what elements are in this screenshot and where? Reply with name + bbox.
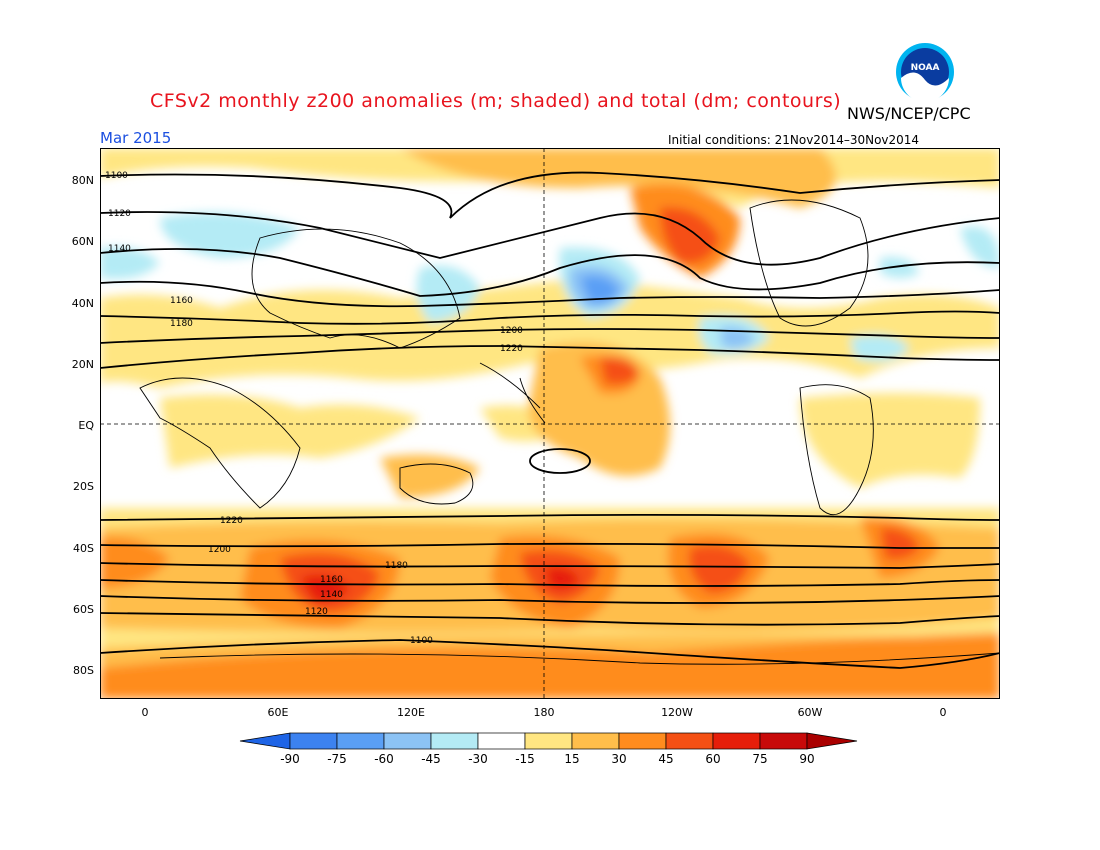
lat-label: 20N: [71, 358, 94, 371]
colorbar-swatch: [618, 732, 667, 750]
lon-label: 0: [141, 706, 149, 719]
lat-label: EQ: [78, 419, 94, 432]
lat-label: 60S: [73, 603, 94, 616]
colorbar-tick-label: -90: [280, 752, 300, 766]
colorbar-tick-label: -45: [421, 752, 441, 766]
colorbar: [239, 732, 858, 750]
anomaly-map: 1100 1120 1140 1160 1180 1200 1220 1220 …: [100, 148, 1000, 699]
colorbar-tick-label: 75: [752, 752, 768, 766]
colorbar-tick-label: -75: [327, 752, 347, 766]
initial-conditions: Initial conditions: 21Nov2014–30Nov2014: [668, 133, 920, 147]
colorbar-swatch: [289, 732, 338, 750]
colorbar-cells: [239, 732, 858, 750]
lon-label: 60E: [267, 706, 289, 719]
colorbar-tick-label: -60: [374, 752, 394, 766]
contour-label: 1200: [500, 326, 523, 336]
height-contours: [100, 171, 1000, 669]
anomaly-shading: [100, 148, 1000, 699]
colorbar-tick-label: 45: [658, 752, 674, 766]
contour-label: 1180: [170, 319, 193, 329]
lat-label: 80S: [73, 664, 94, 677]
lat-label: 40N: [71, 297, 94, 310]
forecast-month: Mar 2015: [100, 129, 172, 147]
lon-label: 120E: [397, 706, 425, 719]
lat-label: 80N: [71, 174, 94, 187]
colorbar-swatch: [524, 732, 573, 750]
contour-label: 1160: [320, 575, 343, 585]
contour-label: 1100: [410, 636, 433, 646]
contour-label: 1200: [208, 545, 231, 555]
lon-label: 180: [533, 706, 555, 719]
colorbar-tick-label: -15: [515, 752, 535, 766]
contour-label: 1120: [108, 209, 131, 219]
lon-label: 120W: [661, 706, 693, 719]
colorbar-swatch: [712, 732, 761, 750]
contour-label: 1180: [385, 561, 408, 571]
colorbar-swatch: [571, 732, 620, 750]
colorbar-tick-label: -30: [468, 752, 488, 766]
colorbar-swatch: [806, 732, 858, 750]
lat-label: 20S: [73, 480, 94, 493]
colorbar-swatch: [239, 732, 291, 750]
colorbar-tick-label: 30: [611, 752, 627, 766]
contour-label: 1140: [108, 244, 131, 254]
colorbar-tick-label: 60: [705, 752, 721, 766]
colorbar-swatch: [759, 732, 808, 750]
colorbar-swatch: [383, 732, 432, 750]
contour-label: 1160: [170, 296, 193, 306]
colorbar-swatch: [477, 732, 526, 750]
lon-label: 0: [939, 706, 947, 719]
noaa-logo: NOAA: [895, 42, 955, 102]
lat-label: 40S: [73, 542, 94, 555]
contour-label: 1140: [320, 590, 343, 600]
colorbar-tick-label: 90: [799, 752, 815, 766]
colorbar-swatch: [336, 732, 385, 750]
contour-label: 1220: [500, 344, 523, 354]
lon-label: 60W: [797, 706, 823, 719]
map-title: CFSv2 monthly z200 anomalies (m; shaded)…: [150, 90, 842, 112]
logo-text: NOAA: [911, 63, 940, 73]
colorbar-tick-label: 15: [564, 752, 580, 766]
agency-label: NWS/NCEP/CPC: [847, 104, 971, 123]
contour-label: 1100: [105, 171, 128, 181]
contour-labels: 1100 1120 1140 1160 1180 1200 1220 1220 …: [105, 171, 523, 646]
map-frame: [100, 148, 1000, 699]
contour-label: 1120: [305, 607, 328, 617]
lat-label: 60N: [71, 235, 94, 248]
contour-label: 1220: [220, 516, 243, 526]
colorbar-swatch: [430, 732, 479, 750]
coastlines: [139, 199, 1000, 665]
colorbar-swatch: [665, 732, 714, 750]
